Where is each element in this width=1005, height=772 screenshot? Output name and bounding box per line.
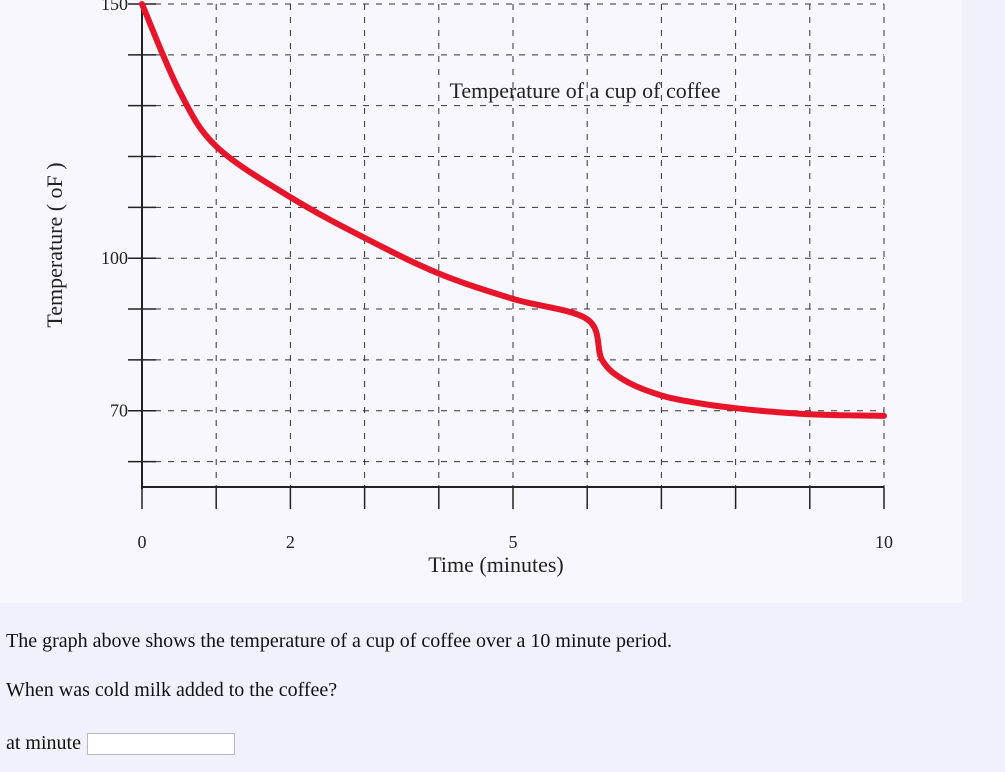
x-tick-label: 10 [875, 532, 893, 552]
x-tick-label: 5 [509, 532, 518, 552]
question-description: The graph above shows the temperature of… [6, 630, 673, 652]
question-prompt: When was cold milk added to the coffee? [6, 679, 338, 701]
y-tick-label: 100 [101, 248, 128, 268]
coffee-temperature-chart: 0 2 5 10 70 100 150 Temperature of a cup of cof… [42, 0, 893, 577]
answer-input[interactable] [86, 732, 235, 755]
graph-figure: 0 2 5 10 70 100 150 Temperature of a cup of cof… [42, 0, 893, 577]
y-tick-label: 70 [110, 401, 128, 421]
answer-label: at minute [6, 732, 81, 754]
chart-title: Temperature of a cup of coffee [449, 78, 720, 103]
x-tick-label: 0 [138, 532, 147, 552]
answer-row: at minute [6, 732, 235, 755]
y-axis-label: Temperature ( oF ) [42, 162, 67, 327]
y-tick-label: 150 [101, 0, 128, 14]
x-axis-label: Time (minutes) [428, 552, 563, 577]
temperature-series-line [139, 1, 887, 419]
x-tick-label: 2 [286, 532, 295, 552]
